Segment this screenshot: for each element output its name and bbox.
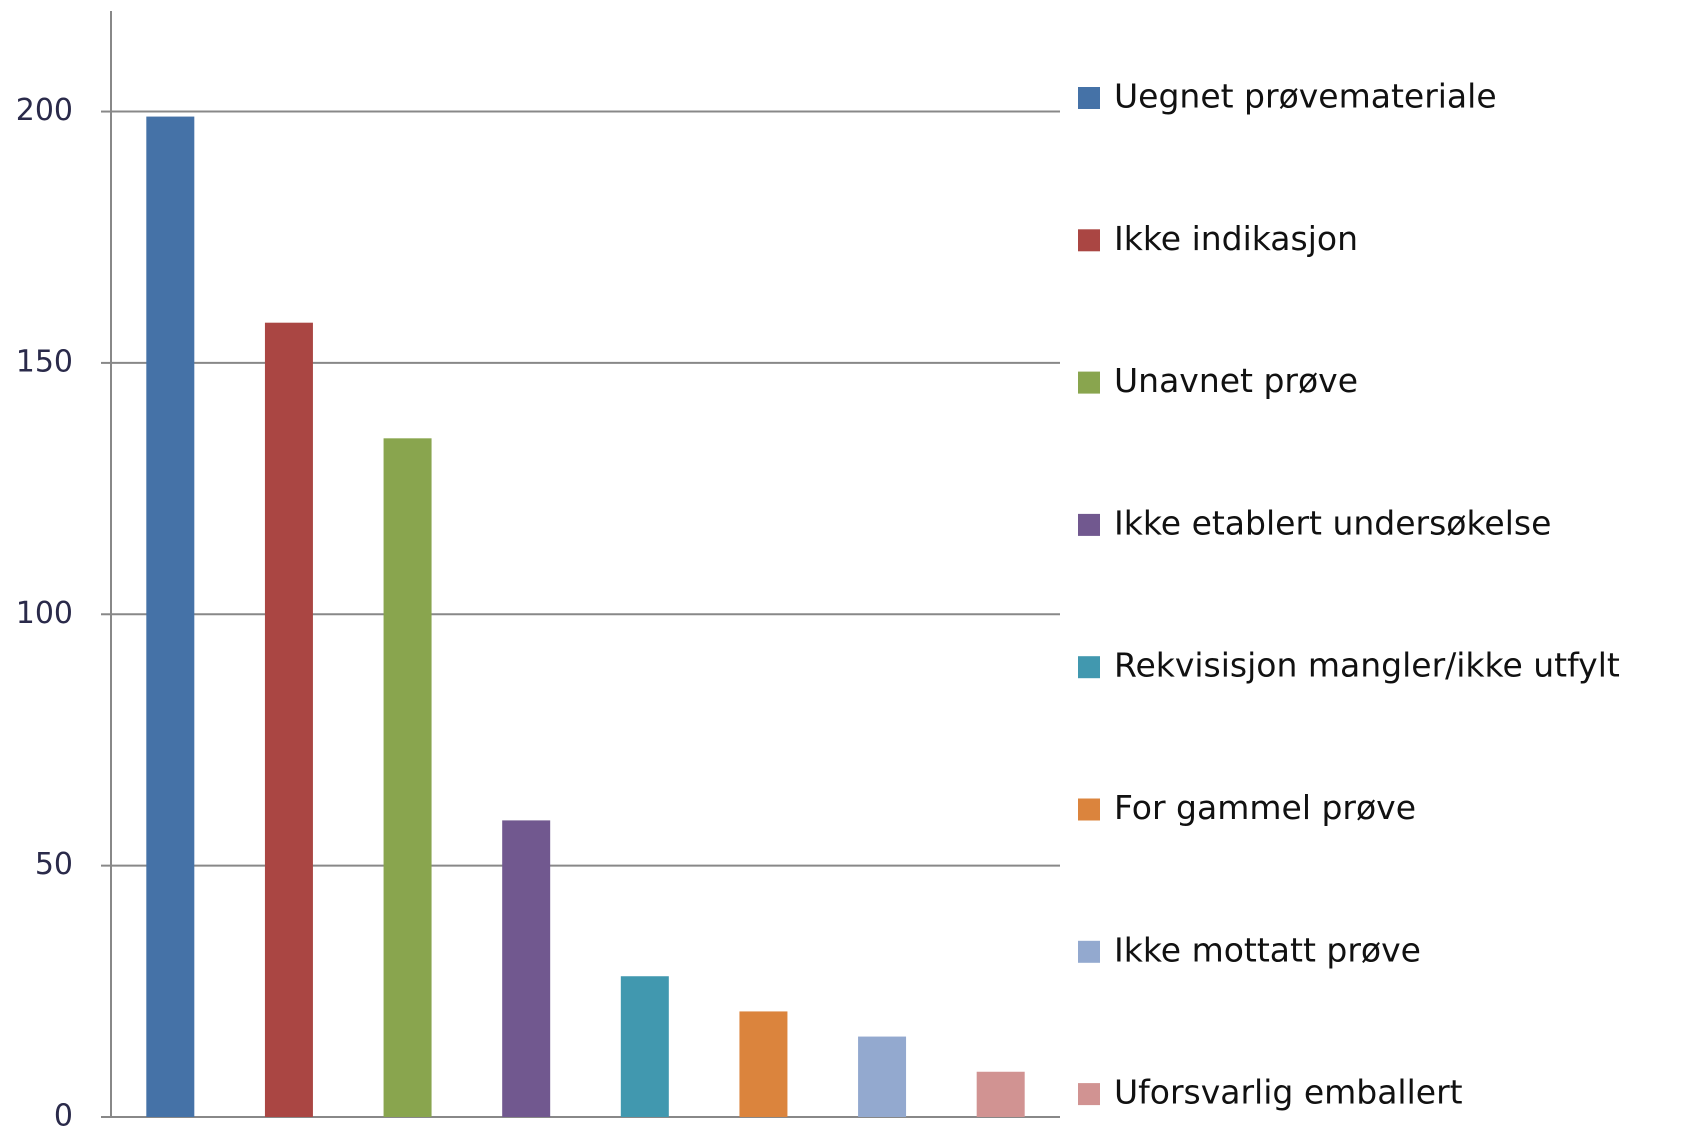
y-tick-label: 150 bbox=[16, 344, 73, 379]
y-tick-label: 50 bbox=[35, 847, 73, 882]
legend-label: Ikke mottatt prøve bbox=[1114, 930, 1421, 969]
legend-label: For gammel prøve bbox=[1114, 788, 1416, 827]
legend-swatch bbox=[1078, 798, 1100, 821]
y-tick-label: 0 bbox=[54, 1099, 73, 1134]
legend-swatch bbox=[1078, 229, 1100, 252]
legend-swatch bbox=[1078, 656, 1100, 679]
legend-label: Uforsvarlig emballert bbox=[1114, 1073, 1463, 1112]
legend-label: Uegnet prøvemateriale bbox=[1114, 77, 1497, 116]
bar bbox=[976, 1071, 1025, 1117]
legend-label: Unavnet prøve bbox=[1114, 361, 1358, 400]
bar bbox=[739, 1011, 788, 1117]
bar bbox=[264, 322, 313, 1117]
legend-label: Ikke etablert undersøkelse bbox=[1114, 503, 1551, 542]
bar bbox=[383, 438, 432, 1117]
legend-swatch bbox=[1078, 371, 1100, 394]
bar bbox=[502, 820, 551, 1117]
legend-label: Rekvisisjon mangler/ikke utfylt bbox=[1114, 646, 1620, 685]
y-tick-label: 100 bbox=[16, 596, 73, 631]
y-tick-label: 200 bbox=[16, 93, 73, 128]
legend-swatch bbox=[1078, 1083, 1100, 1106]
legend-swatch bbox=[1078, 87, 1100, 109]
bar bbox=[146, 116, 195, 1117]
legend-swatch bbox=[1078, 940, 1100, 963]
bar bbox=[620, 976, 669, 1117]
bar bbox=[858, 1036, 907, 1117]
legend-swatch bbox=[1078, 513, 1100, 536]
legend-label: Ikke indikasjon bbox=[1114, 219, 1358, 258]
